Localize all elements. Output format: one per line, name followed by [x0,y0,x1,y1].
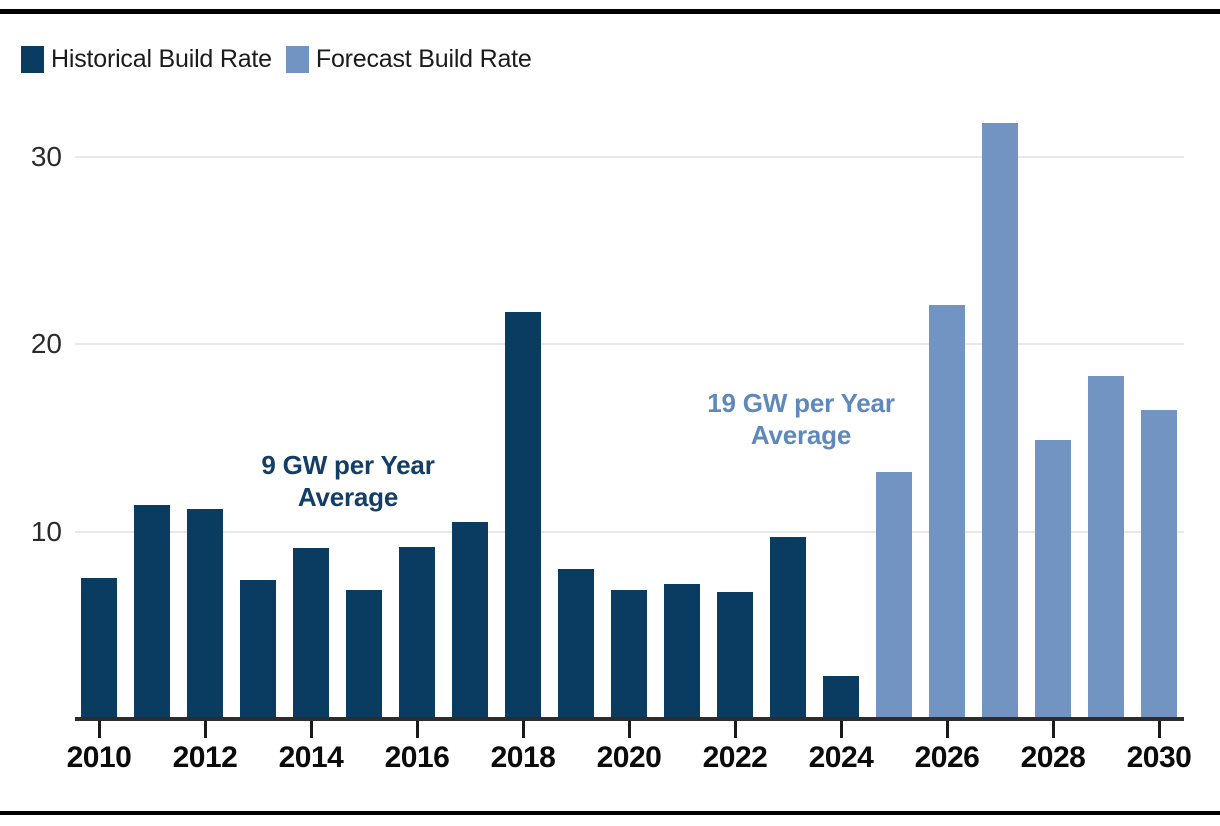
legend-swatch-forecast-icon [285,46,309,73]
x-axis-tick-2018 [522,721,525,738]
x-axis-label-2010: 2010 [66,741,132,774]
bottom-rule [0,811,1220,815]
x-axis-tick-2016 [416,721,419,738]
x-axis-label-2016: 2016 [384,741,450,774]
x-axis-tick-2024 [840,721,843,738]
x-axis-label-2014: 2014 [278,741,344,774]
legend-label-historical: Historical Build Rate [51,45,272,73]
top-rule [0,9,1220,14]
bar-2020 [611,589,647,719]
x-axis-tick-2012 [204,721,207,738]
bar-2029 [1088,375,1124,719]
bar-2030 [1141,409,1177,719]
x-axis-label-2028: 2028 [1020,741,1086,774]
legend: Historical Build Rate Forecast Build Rat… [21,45,532,74]
x-axis-tick-2026 [946,721,949,738]
bar-2019 [558,569,594,719]
legend-item-historical: Historical Build Rate [21,45,272,74]
bar-2025 [876,471,912,719]
x-axis-label-2020: 2020 [596,741,662,774]
annotation-line: Average [297,482,399,512]
x-axis-tick-2022 [734,721,737,738]
x-axis-tick-2010 [98,721,101,738]
annotation-line: Average [750,420,852,450]
bar-2021 [664,584,700,719]
bar-2013 [240,580,276,719]
legend-swatch-historical-icon [21,46,44,73]
legend-item-forecast: Forecast Build Rate [285,45,532,74]
annotation-historical-average: 9 GW per Year Average [261,449,434,513]
x-axis-label-2026: 2026 [914,741,980,774]
bar-2028 [1035,439,1071,719]
bar-2018 [505,312,541,719]
gridline-30 [75,155,1184,158]
x-axis-tick-2030 [1158,721,1161,738]
x-axis-line [75,717,1184,721]
bar-2014 [293,548,329,719]
legend-label-forecast: Forecast Build Rate [315,45,532,73]
bar-2010 [81,578,117,719]
x-axis-label-2018: 2018 [490,741,556,774]
gridline-20 [75,343,1184,345]
x-axis-label-2012: 2012 [172,741,238,774]
x-axis-label-2030: 2030 [1126,741,1192,774]
y-axis-label-10: 10 [30,515,62,547]
x-axis-tick-2028 [1052,721,1055,738]
x-axis-tick-2020 [628,721,631,738]
y-axis-label-20: 20 [30,328,62,359]
bar-2016 [399,546,435,719]
y-axis-label-30: 30 [30,140,62,172]
bar-2022 [717,591,753,719]
x-axis-label-2024: 2024 [808,741,874,774]
bar-2027 [982,122,1018,719]
bar-2017 [452,522,488,719]
bar-2026 [929,304,965,719]
bar-2023 [770,537,806,719]
annotation-line: 9 GW per Year [261,450,435,480]
gridline-10 [75,530,1184,533]
bar-2024 [823,675,859,719]
x-axis-tick-2014 [310,721,313,738]
bar-2012 [187,509,223,719]
bar-2011 [134,505,170,719]
bar-2015 [346,589,382,719]
annotation-line: 19 GW per Year [707,388,895,418]
x-axis-label-2022: 2022 [702,741,768,774]
annotation-forecast-average: 19 GW per Year Average [707,387,895,451]
